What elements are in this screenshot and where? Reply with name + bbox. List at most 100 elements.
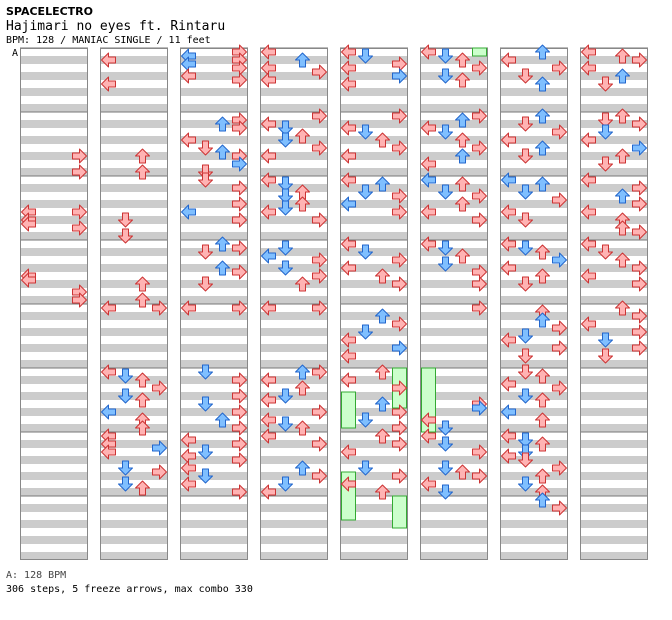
beat-stripe-dark	[500, 296, 568, 304]
down-arrow-icon	[118, 388, 133, 404]
right-arrow-icon	[632, 116, 647, 132]
beat-stripe-dark	[260, 120, 328, 128]
beat-stripe-dark	[500, 536, 568, 544]
right-arrow-icon	[312, 140, 327, 156]
beat-stripe-dark	[100, 120, 168, 128]
beat-stripe-dark	[340, 424, 408, 432]
beat-stripe-light	[420, 240, 488, 248]
beat-stripe-dark	[100, 200, 168, 208]
right-arrow-icon	[552, 460, 567, 476]
beat-stripe-light	[500, 160, 568, 168]
up-arrow-icon	[375, 484, 390, 500]
beat-stripe-light	[500, 336, 568, 344]
beat-stripe-light	[180, 368, 248, 376]
beat-stripe-light	[20, 416, 88, 424]
beat-stripe-light	[20, 256, 88, 264]
right-arrow-icon	[72, 292, 87, 308]
beat-stripe-light	[340, 432, 408, 440]
beat-stripe-light	[580, 400, 648, 408]
beat-stripe-light	[500, 144, 568, 152]
beat-stripe-dark	[20, 280, 88, 288]
beat-stripe-light	[420, 224, 488, 232]
beat-stripe-light	[500, 496, 568, 504]
up-arrow-icon	[215, 144, 230, 160]
left-arrow-icon	[421, 204, 436, 220]
beat-stripe-light	[20, 128, 88, 136]
beat-stripe-light	[420, 288, 488, 296]
down-arrow-icon	[118, 212, 133, 228]
up-arrow-icon	[535, 244, 550, 260]
beat-stripe-dark	[260, 280, 328, 288]
beat-stripe-light	[20, 64, 88, 72]
beat-stripe-dark	[500, 232, 568, 240]
beat-stripe-light	[420, 368, 488, 376]
beat-stripe-light	[100, 208, 168, 216]
beat-stripe-light	[580, 224, 648, 232]
beat-stripe-light	[20, 304, 88, 312]
up-arrow-icon	[455, 132, 470, 148]
beat-stripe-dark	[340, 520, 408, 528]
beat-stripe-dark	[340, 88, 408, 96]
down-arrow-icon	[438, 420, 453, 436]
right-arrow-icon	[312, 404, 327, 420]
beat-stripe-light	[420, 256, 488, 264]
beat-stripe-dark	[340, 456, 408, 464]
beat-stripe-light	[500, 176, 568, 184]
right-arrow-icon	[312, 436, 327, 452]
beat-stripe-dark	[100, 312, 168, 320]
right-arrow-icon	[232, 264, 247, 280]
column-border	[180, 48, 248, 560]
beat-stripe-light	[20, 496, 88, 504]
beat-stripe-dark	[260, 232, 328, 240]
beat-stripe-light	[420, 512, 488, 520]
right-arrow-icon	[632, 324, 647, 340]
artist-name: SPACELECTRO	[6, 5, 93, 18]
beat-stripe-dark	[580, 56, 648, 64]
chart-info: BPM: 128 / MANIAC SINGLE / 11 feet	[6, 35, 211, 46]
beat-stripe-dark	[100, 488, 168, 496]
beat-stripe-light	[20, 464, 88, 472]
beat-stripe-light	[20, 160, 88, 168]
beat-stripe-light	[580, 256, 648, 264]
freeze-arrow	[341, 391, 356, 429]
left-arrow-icon	[501, 404, 516, 420]
up-arrow-icon	[615, 68, 630, 84]
right-arrow-icon	[232, 404, 247, 420]
beat-stripe-light	[260, 400, 328, 408]
down-arrow-icon	[518, 148, 533, 164]
beat-stripe-dark	[260, 392, 328, 400]
left-arrow-icon	[581, 204, 596, 220]
right-arrow-icon	[392, 436, 407, 452]
beat-stripe-light	[420, 464, 488, 472]
beat-stripe-dark	[100, 504, 168, 512]
beat-stripe-light	[420, 176, 488, 184]
beat-stripe-dark	[180, 472, 248, 480]
beat-stripe-light	[180, 240, 248, 248]
beat-stripe-light	[260, 144, 328, 152]
beat-stripe-dark	[20, 392, 88, 400]
up-arrow-icon	[135, 292, 150, 308]
left-arrow-icon	[581, 132, 596, 148]
beat-stripe-light	[100, 224, 168, 232]
left-arrow-icon	[341, 236, 356, 252]
beat-stripe-light	[100, 304, 168, 312]
left-arrow-icon	[501, 332, 516, 348]
beat-stripe-light	[20, 192, 88, 200]
down-arrow-icon	[118, 476, 133, 492]
right-arrow-icon	[152, 464, 167, 480]
beat-stripe-dark	[420, 376, 488, 384]
beat-stripe-light	[260, 448, 328, 456]
right-arrow-icon	[632, 276, 647, 292]
beat-stripe-light	[420, 544, 488, 552]
beat-stripe-dark	[180, 440, 248, 448]
right-arrow-icon	[552, 380, 567, 396]
beat-stripe-dark	[500, 136, 568, 144]
beat-stripe-dark	[180, 248, 248, 256]
beat-stripe-dark	[20, 360, 88, 368]
beat-stripe-light	[340, 240, 408, 248]
beat-stripe-light	[180, 192, 248, 200]
song-title: Hajimari no eyes ft. Rintaru	[6, 19, 226, 34]
down-arrow-icon	[358, 244, 373, 260]
beat-stripe-light	[180, 544, 248, 552]
up-arrow-icon	[615, 252, 630, 268]
